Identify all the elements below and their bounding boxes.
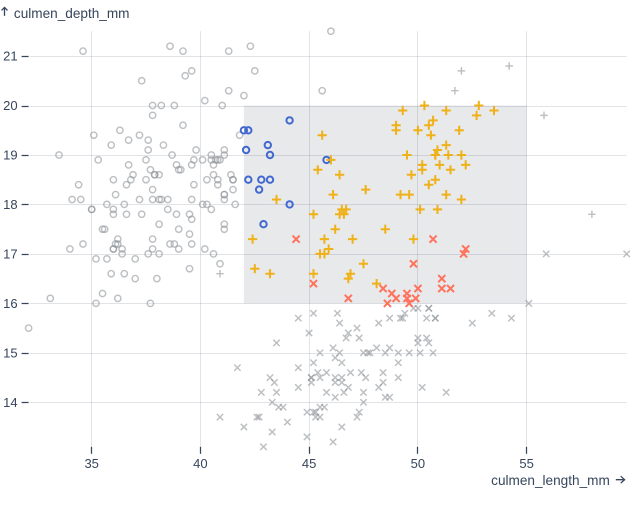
svg-text:19: 19: [3, 148, 17, 163]
svg-text:16: 16: [3, 296, 17, 311]
svg-text:culmen_length_mm: culmen_length_mm: [491, 473, 610, 488]
svg-text:55: 55: [519, 456, 533, 471]
svg-text:20: 20: [3, 98, 17, 113]
svg-text:50: 50: [411, 456, 425, 471]
svg-text:40: 40: [193, 456, 207, 471]
svg-text:21: 21: [3, 49, 17, 64]
svg-text:17: 17: [3, 247, 17, 262]
svg-text:18: 18: [3, 197, 17, 212]
svg-text:15: 15: [3, 345, 17, 360]
svg-text:culmen_depth_mm: culmen_depth_mm: [14, 6, 130, 21]
svg-text:35: 35: [84, 456, 98, 471]
svg-text:14: 14: [3, 395, 17, 410]
svg-text:45: 45: [302, 456, 316, 471]
